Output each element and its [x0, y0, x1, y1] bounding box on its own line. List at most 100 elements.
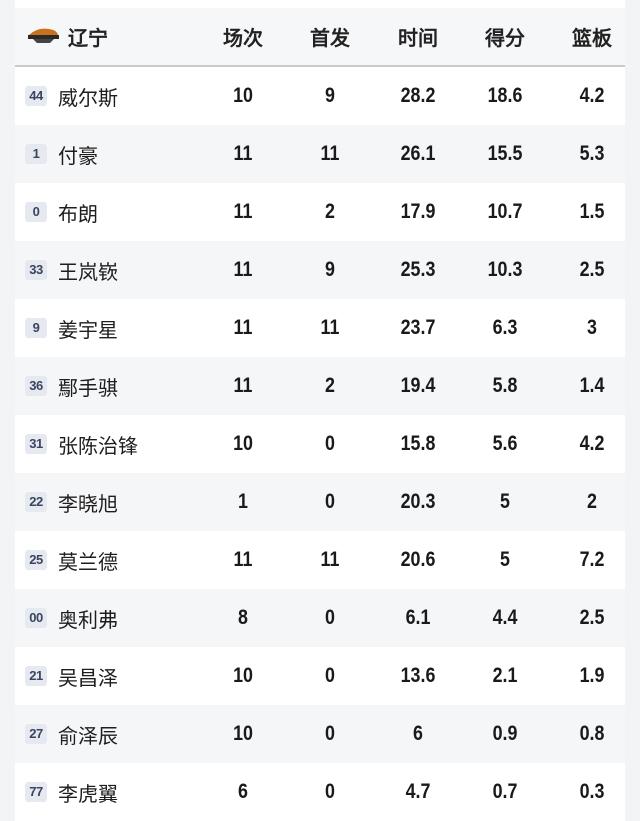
cell-starts: 0: [325, 490, 335, 513]
table-row[interactable]: 00 奥利弗 8 0 6.1 4.4 2.5: [15, 589, 625, 647]
cell-minutes: 19.4: [400, 374, 436, 397]
cell-points: 5.6: [492, 432, 518, 455]
jersey-number-icon: 21: [25, 666, 47, 686]
cell-rebounds: 2.5: [579, 606, 605, 629]
player-name[interactable]: 李虎翼: [58, 781, 118, 806]
cell-minutes: 15.8: [400, 432, 436, 455]
cell-starts: 0: [325, 432, 335, 455]
player-name[interactable]: 奥利弗: [58, 607, 118, 632]
table-row[interactable]: 33 王岚嵚 11 9 25.3 10.3 2.5: [15, 241, 625, 299]
cell-minutes: 6.1: [405, 606, 431, 629]
jersey-number-icon: 22: [25, 492, 47, 512]
cell-starts: 11: [320, 548, 340, 571]
cell-minutes: 20.3: [400, 490, 436, 513]
cell-starts: 9: [325, 84, 335, 107]
table-row[interactable]: 0 布朗 11 2 17.9 10.7 1.5: [15, 183, 625, 241]
table-row[interactable]: 21 吴昌泽 10 0 13.6 2.1 1.9: [15, 647, 625, 705]
cell-rebounds: 5.3: [579, 142, 605, 165]
cell-rebounds: 1.9: [579, 664, 605, 687]
col-minutes[interactable]: 时间: [398, 26, 438, 50]
team-name: 辽宁: [68, 26, 108, 50]
cell-rebounds: 7.2: [579, 548, 605, 571]
cell-games: 10: [233, 432, 253, 455]
cell-starts: 0: [325, 606, 335, 629]
jersey-number-icon: 25: [25, 550, 47, 570]
table-row[interactable]: 31 张陈治锋 10 0 15.8 5.6 4.2: [15, 415, 625, 473]
stats-table: 辽宁 场次 首发 时间 得分 篮板 44 威尔斯 10 9 28.2 18.6 4.2 1…: [15, 8, 625, 821]
jersey-number-icon: 1: [25, 144, 47, 164]
cell-starts: 0: [325, 780, 335, 803]
cell-rebounds: 4.2: [579, 84, 605, 107]
player-name[interactable]: 付豪: [58, 143, 98, 168]
jersey-number-icon: 36: [25, 376, 47, 396]
player-name[interactable]: 李晓旭: [58, 491, 118, 516]
player-name[interactable]: 鄢手骐: [58, 375, 118, 400]
table-row[interactable]: 44 威尔斯 10 9 28.2 18.6 4.2: [15, 67, 625, 125]
cell-rebounds: 2: [587, 490, 597, 513]
cell-points: 15.5: [487, 142, 523, 165]
cell-starts: 11: [320, 316, 340, 339]
player-name[interactable]: 威尔斯: [58, 85, 118, 110]
player-name[interactable]: 莫兰德: [58, 549, 118, 574]
cell-points: 6.3: [492, 316, 518, 339]
cell-starts: 0: [325, 664, 335, 687]
cell-starts: 2: [325, 200, 335, 223]
cell-games: 11: [233, 258, 253, 281]
cell-points: 10.7: [487, 200, 523, 223]
table-row[interactable]: 36 鄢手骐 11 2 19.4 5.8 1.4: [15, 357, 625, 415]
cell-games: 8: [238, 606, 248, 629]
table-row[interactable]: 1 付豪 11 11 26.1 15.5 5.3: [15, 125, 625, 183]
cell-minutes: 6: [413, 722, 423, 745]
table-row[interactable]: 27 俞泽辰 10 0 6 0.9 0.8: [15, 705, 625, 763]
cell-points: 0.9: [492, 722, 518, 745]
top-strip: [15, 0, 625, 8]
cell-games: 10: [233, 84, 253, 107]
cell-points: 0.7: [492, 780, 518, 803]
cell-points: 10.3: [487, 258, 523, 281]
cell-minutes: 28.2: [400, 84, 436, 107]
jersey-number-icon: 44: [25, 86, 47, 106]
table-row[interactable]: 22 李晓旭 1 0 20.3 5 2: [15, 473, 625, 531]
cell-minutes: 26.1: [400, 142, 436, 165]
cell-points: 5: [500, 490, 510, 513]
cell-games: 11: [233, 548, 253, 571]
cell-starts: 2: [325, 374, 335, 397]
jersey-number-icon: 0: [25, 202, 47, 222]
player-name[interactable]: 吴昌泽: [58, 665, 118, 690]
cell-minutes: 4.7: [405, 780, 431, 803]
col-starts[interactable]: 首发: [310, 26, 350, 50]
cell-minutes: 20.6: [400, 548, 436, 571]
cell-rebounds: 1.4: [579, 374, 605, 397]
cell-points: 5: [500, 548, 510, 571]
cell-games: 10: [233, 664, 253, 687]
table-body: 44 威尔斯 10 9 28.2 18.6 4.2 1 付豪 11 11 26.1 15.5 5.3…: [15, 67, 625, 821]
player-name[interactable]: 张陈治锋: [58, 433, 138, 458]
player-name[interactable]: 布朗: [58, 201, 98, 226]
cell-rebounds: 3: [587, 316, 597, 339]
cell-rebounds: 1.5: [579, 200, 605, 223]
cell-minutes: 23.7: [400, 316, 436, 339]
table-header: 辽宁 场次 首发 时间 得分 篮板: [15, 8, 625, 67]
player-name[interactable]: 王岚嵚: [58, 259, 118, 284]
cell-games: 6: [238, 780, 248, 803]
player-name[interactable]: 姜宇星: [58, 317, 118, 342]
player-name[interactable]: 俞泽辰: [58, 723, 118, 748]
col-games[interactable]: 场次: [223, 26, 263, 50]
cell-rebounds: 0.8: [579, 722, 605, 745]
table-row[interactable]: 77 李虎翼 6 0 4.7 0.7 0.3: [15, 763, 625, 821]
cell-minutes: 17.9: [400, 200, 436, 223]
table-row[interactable]: 9 姜宇星 11 11 23.7 6.3 3: [15, 299, 625, 357]
cell-starts: 11: [320, 142, 340, 165]
cell-games: 1: [238, 490, 248, 513]
cell-games: 11: [233, 142, 253, 165]
table-row[interactable]: 25 莫兰德 11 11 20.6 5 7.2: [15, 531, 625, 589]
cell-games: 11: [233, 374, 253, 397]
cell-rebounds: 0.3: [579, 780, 605, 803]
cell-games: 11: [233, 200, 253, 223]
col-points[interactable]: 得分: [485, 26, 525, 50]
col-rebounds[interactable]: 篮板: [572, 26, 612, 50]
cell-rebounds: 2.5: [579, 258, 605, 281]
cell-points: 2.1: [492, 664, 518, 687]
cell-games: 10: [233, 722, 253, 745]
cell-games: 11: [233, 316, 253, 339]
